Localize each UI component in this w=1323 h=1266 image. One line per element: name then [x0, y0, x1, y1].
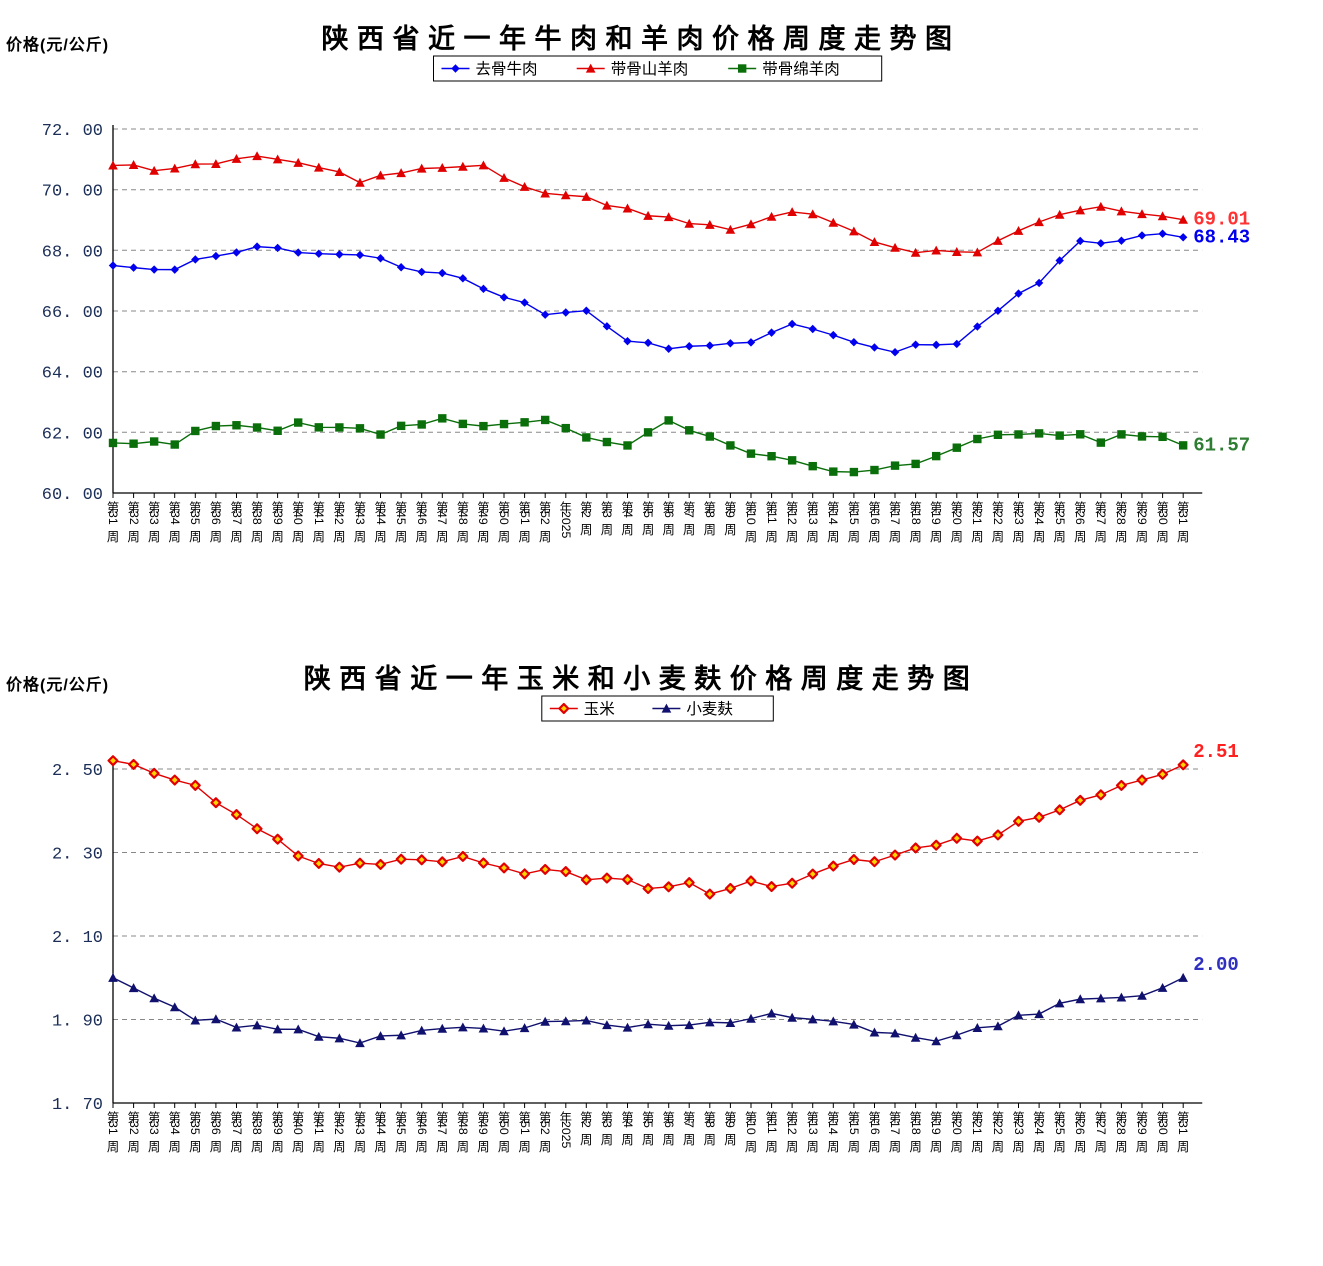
svg-text:60. 00: 60. 00 [42, 486, 103, 505]
svg-text:72. 00: 72. 00 [42, 122, 103, 141]
svg-text:小麦麸: 小麦麸 [686, 700, 733, 718]
svg-text:69.01: 69.01 [1193, 209, 1250, 231]
svg-text:1. 90: 1. 90 [52, 1013, 103, 1032]
svg-text:66. 00: 66. 00 [42, 304, 103, 323]
svg-text:2. 10: 2. 10 [52, 929, 103, 948]
svg-text:陕西省近一年牛肉和羊肉价格周度走势图: 陕西省近一年牛肉和羊肉价格周度走势图 [322, 23, 961, 54]
svg-text:去骨牛肉: 去骨牛肉 [476, 60, 538, 78]
svg-text:价格(元/公斤): 价格(元/公斤) [6, 35, 109, 54]
svg-text:62. 00: 62. 00 [42, 425, 103, 444]
svg-text:64. 00: 64. 00 [42, 365, 103, 384]
svg-text:61.57: 61.57 [1193, 434, 1250, 456]
svg-text:陕西省近一年玉米和小麦麸价格周度走势图: 陕西省近一年玉米和小麦麸价格周度走势图 [304, 663, 979, 694]
svg-text:2. 30: 2. 30 [52, 846, 103, 865]
svg-text:1. 70: 1. 70 [52, 1096, 103, 1115]
svg-text:70. 00: 70. 00 [42, 183, 103, 202]
svg-text:68. 00: 68. 00 [42, 243, 103, 262]
svg-text:价格(元/公斤): 价格(元/公斤) [6, 675, 109, 694]
svg-text:玉米: 玉米 [584, 700, 615, 718]
svg-text:2.51: 2.51 [1193, 741, 1239, 763]
svg-text:2. 50: 2. 50 [52, 762, 103, 781]
svg-text:带骨绵羊肉: 带骨绵羊肉 [762, 60, 840, 78]
svg-text:2.00: 2.00 [1193, 954, 1239, 976]
svg-text:带骨山羊肉: 带骨山羊肉 [611, 60, 689, 78]
